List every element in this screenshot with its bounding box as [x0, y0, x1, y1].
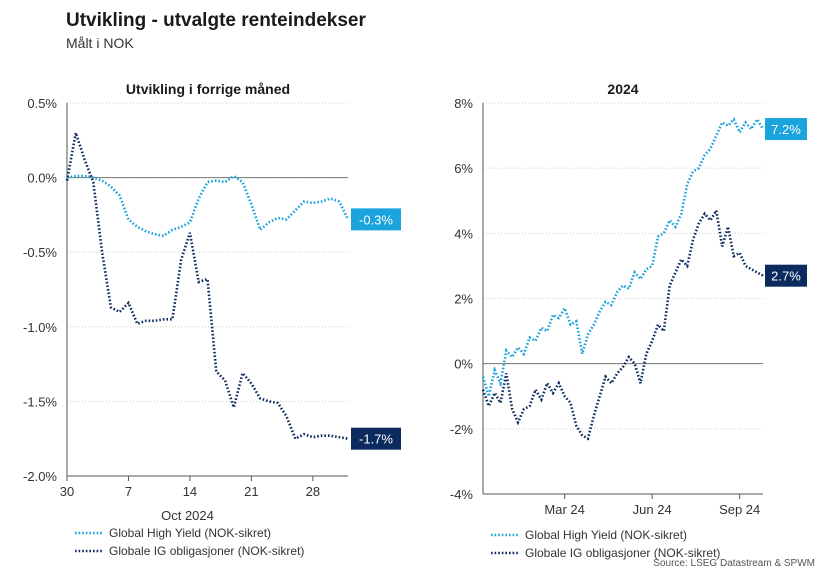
- chart1-x-tick-label: 30: [60, 484, 74, 499]
- chart2-end-label-2: 2.7%: [771, 269, 801, 284]
- chart2-legend-label-1: Global High Yield (NOK-sikret): [525, 528, 687, 542]
- chart2-series-line-2: [481, 206, 764, 441]
- chart2-panel-title: 2024: [607, 81, 638, 97]
- chart2-legend-label-2: Globale IG obligasjoner (NOK-sikret): [525, 546, 720, 560]
- chart1-legend-label-1: Global High Yield (NOK-sikret): [109, 526, 271, 540]
- chart1-y-tick-label: -2.0%: [23, 469, 57, 484]
- chart1-end-label-1: -0.3%: [359, 212, 393, 227]
- chart2-y-tick-label: 0%: [454, 357, 473, 372]
- chart2-x-tick-label: Jun 24: [633, 502, 672, 517]
- chart2-y-tick-label: 8%: [454, 96, 473, 111]
- chart1-x-tick-label: 28: [306, 484, 320, 499]
- chart2-x-tick-label: Sep 24: [719, 502, 760, 517]
- chart2-y-tick-label: -2%: [450, 422, 474, 437]
- chart2-series-line-1: [481, 116, 765, 402]
- chart1-end-label-2: -1.7%: [359, 432, 393, 447]
- chart1-y-tick-label: -1.5%: [23, 394, 57, 409]
- chart1-panel-title: Utvikling i forrige måned: [126, 81, 290, 97]
- source-note: Source: LSEG Datastream & SPWM: [653, 558, 815, 569]
- chart2-y-tick-label: 6%: [454, 161, 473, 176]
- chart2-end-label-box-2: [765, 264, 807, 287]
- chart1-x-tick-label: 7: [125, 484, 132, 499]
- chart1-series-line-1: [66, 174, 350, 238]
- chart1-end-label-box-1: [351, 208, 401, 231]
- chart1-legend-label-2: Globale IG obligasjoner (NOK-sikret): [109, 544, 304, 558]
- chart1-x-tick-label: 21: [244, 484, 258, 499]
- chart1-y-tick-label: -0.5%: [23, 245, 57, 260]
- chart2-end-label-1: 7.2%: [771, 122, 801, 137]
- chart2-end-label-box-1: [765, 118, 807, 141]
- chart2-y-tick-label: 2%: [454, 292, 473, 307]
- chart1-y-tick-label: -1.0%: [23, 320, 57, 335]
- chart1-x-tick-label: 14: [183, 484, 197, 499]
- chart-title: Utvikling - utvalgte renteindekser: [66, 10, 366, 31]
- chart-subtitle: Målt i NOK: [66, 35, 134, 51]
- chart1-end-label-box-2: [351, 427, 401, 450]
- chart1-y-tick-label: 0.5%: [27, 96, 57, 111]
- chart2-x-tick-label: Mar 24: [544, 502, 584, 517]
- chart2-y-tick-label: -4%: [450, 487, 474, 502]
- chart2-y-tick-label: 4%: [454, 226, 473, 241]
- chart1-x-axis-label: Oct 2024: [161, 508, 214, 523]
- chart1-series-line-2: [65, 132, 349, 441]
- chart1-y-tick-label: 0.0%: [27, 171, 57, 186]
